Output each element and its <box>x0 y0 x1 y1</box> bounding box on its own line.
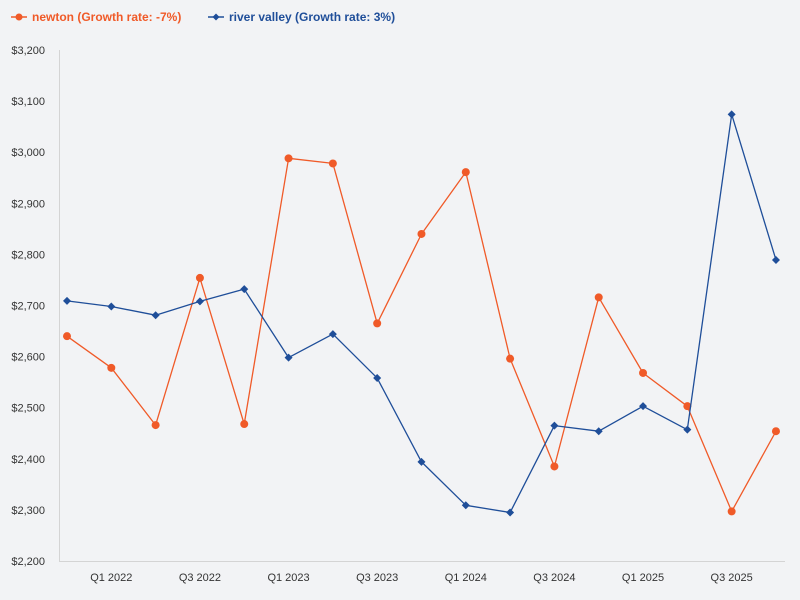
data-point-newton[interactable] <box>771 427 780 436</box>
legend-marker-newton <box>15 13 23 21</box>
data-point-newton[interactable] <box>284 154 293 163</box>
data-point-newton[interactable] <box>461 168 470 177</box>
legend-marker-river-valley <box>212 13 220 21</box>
legend-label-river-valley: river valley (Growth rate: 3%) <box>229 10 395 24</box>
data-point-newton[interactable] <box>594 293 603 302</box>
series-layer <box>63 110 780 517</box>
x-tick-label: Q3 2023 <box>356 572 398 584</box>
data-point-river-valley[interactable] <box>550 421 559 430</box>
x-tick-label: Q3 2025 <box>711 572 753 584</box>
data-point-river-valley[interactable] <box>639 402 648 411</box>
data-point-river-valley[interactable] <box>727 110 736 119</box>
data-point-newton[interactable] <box>151 421 160 430</box>
y-tick-label: $2,800 <box>11 249 45 261</box>
legend-item-newton[interactable]: newton (Growth rate: -7%) <box>11 10 181 24</box>
data-point-river-valley[interactable] <box>594 427 603 436</box>
data-point-newton[interactable] <box>417 229 426 238</box>
data-point-newton[interactable] <box>506 354 515 363</box>
data-point-newton[interactable] <box>63 332 71 341</box>
x-tick-label: Q1 2023 <box>267 572 309 584</box>
y-tick-label: $2,400 <box>11 454 45 466</box>
data-point-newton[interactable] <box>639 368 648 377</box>
data-point-river-valley[interactable] <box>195 297 204 306</box>
y-tick-label: $2,700 <box>11 301 45 313</box>
x-tick-label: Q1 2025 <box>622 572 664 584</box>
x-axis-ticks: Q1 2022 Q3 2022 Q1 2023 Q3 2023 Q1 2024 Q3 20… <box>90 572 753 584</box>
data-point-newton[interactable] <box>373 319 382 328</box>
data-point-newton[interactable] <box>550 462 559 471</box>
data-point-river-valley[interactable] <box>683 425 692 434</box>
y-tick-label: $2,200 <box>11 556 45 568</box>
y-tick-label: $2,300 <box>11 505 45 517</box>
series-line-river-valley <box>66 113 777 514</box>
legend: newton (Growth rate: -7%) river valley (… <box>11 10 395 24</box>
data-point-river-valley[interactable] <box>373 374 382 383</box>
y-tick-label: $2,900 <box>11 198 45 210</box>
data-point-river-valley[interactable] <box>107 302 116 311</box>
legend-label-newton: newton (Growth rate: -7%) <box>32 10 181 24</box>
data-point-newton[interactable] <box>683 402 692 411</box>
data-point-river-valley[interactable] <box>417 457 426 466</box>
data-point-river-valley[interactable] <box>240 285 249 294</box>
data-point-newton[interactable] <box>727 507 736 516</box>
x-tick-label: Q1 2022 <box>90 572 132 584</box>
y-tick-label: $3,000 <box>11 147 45 159</box>
y-axis-ticks: $2,200 $2,300 $2,400 $2,500 $2,600 $2,700 $2,8… <box>11 45 45 568</box>
y-tick-label: $2,500 <box>11 403 45 415</box>
data-point-river-valley[interactable] <box>151 311 160 320</box>
data-point-river-valley[interactable] <box>461 501 470 510</box>
data-point-newton[interactable] <box>107 363 116 372</box>
y-tick-label: $2,600 <box>11 352 45 364</box>
x-tick-label: Q3 2024 <box>533 572 575 584</box>
data-point-newton[interactable] <box>240 420 249 429</box>
legend-item-river-valley[interactable]: river valley (Growth rate: 3%) <box>208 10 395 24</box>
data-point-river-valley[interactable] <box>771 256 780 265</box>
data-point-newton[interactable] <box>195 273 204 282</box>
data-point-newton[interactable] <box>328 159 337 168</box>
data-point-river-valley[interactable] <box>284 353 293 362</box>
data-point-river-valley[interactable] <box>328 330 337 339</box>
data-point-river-valley[interactable] <box>506 508 515 517</box>
y-tick-label: $3,200 <box>11 45 45 57</box>
x-tick-label: Q3 2022 <box>179 572 221 584</box>
x-tick-label: Q1 2024 <box>445 572 487 584</box>
y-tick-label: $3,100 <box>11 96 45 108</box>
data-point-river-valley[interactable] <box>63 296 71 305</box>
